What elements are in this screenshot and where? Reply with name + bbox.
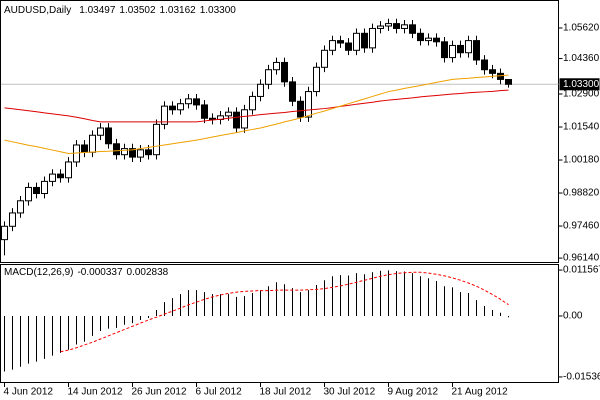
- candle-body: [145, 149, 152, 156]
- candle-body: [177, 103, 184, 111]
- candle-body: [41, 180, 48, 195]
- y-tick-label: 1.01540: [563, 122, 600, 133]
- y-tick-label: 0.97460: [563, 221, 600, 232]
- candle-body: [201, 104, 208, 119]
- moving-average: [4, 89, 509, 123]
- candle-body: [25, 186, 32, 202]
- y-tick-label: -0.01536: [563, 372, 600, 383]
- candle-body: [473, 40, 480, 61]
- candle-body: [377, 25, 384, 29]
- candle-body: [297, 100, 304, 118]
- candle-body: [241, 109, 248, 129]
- candle-body: [185, 98, 192, 105]
- x-tick-label: 30 Jul 2012: [324, 387, 376, 398]
- candle-body: [457, 44, 464, 54]
- candle-body: [89, 134, 96, 153]
- candle-body: [449, 44, 456, 59]
- candle-body: [481, 59, 488, 71]
- signal-line: [60, 271, 509, 353]
- candle-body: [337, 40, 344, 44]
- candle-body: [153, 123, 160, 156]
- y-tick-label: 1.05620: [563, 23, 600, 34]
- candle-body: [257, 83, 264, 97]
- ohlc-open: 1.03497: [79, 5, 116, 16]
- candle-body: [193, 98, 200, 106]
- candle-body: [113, 143, 120, 156]
- candle-body: [1, 225, 8, 241]
- y-tick-label: 0.011567: [563, 265, 600, 276]
- macd-title: MACD(12,26,9): [4, 267, 73, 278]
- x-tick-label: 4 Jun 2012: [4, 387, 54, 398]
- candle-body: [353, 32, 360, 51]
- candle-body: [385, 23, 392, 27]
- ohlc-close: 1.03300: [200, 5, 237, 16]
- x-tick-label: 18 Jul 2012: [260, 387, 312, 398]
- y-tick-label: 1.02900: [563, 89, 600, 100]
- candle-body: [161, 105, 168, 125]
- candle-body: [409, 24, 416, 34]
- candle-body: [433, 37, 440, 43]
- candle-body: [425, 37, 432, 42]
- candle-body: [57, 173, 64, 179]
- candle-body: [369, 27, 376, 49]
- candle-body: [289, 81, 296, 102]
- symbol-title: AUDUSD,Daily: [4, 5, 71, 16]
- x-tick-label: 21 Aug 2012: [452, 387, 509, 398]
- candle-body: [489, 69, 496, 74]
- candle-body: [129, 148, 136, 158]
- candle-body: [65, 161, 72, 179]
- candle-body: [81, 144, 88, 153]
- macd-panel-frame: [0, 264, 559, 383]
- candle-body: [137, 149, 144, 158]
- price-panel-frame: [0, 0, 559, 263]
- candle-body: [249, 95, 256, 111]
- x-tick-label: 14 Jun 2012: [68, 387, 123, 398]
- candle-body: [9, 212, 16, 227]
- ohlc-high: 1.03502: [119, 5, 156, 16]
- candle-body: [305, 91, 312, 118]
- candle-body: [233, 111, 240, 129]
- candle-body: [49, 173, 56, 182]
- candle-body: [33, 186, 40, 195]
- y-tick-label: 0.98820: [563, 188, 600, 199]
- candle-body: [97, 127, 104, 136]
- ohlc-low: 1.03162: [160, 5, 197, 16]
- candle-body: [313, 66, 320, 93]
- candle-body: [417, 32, 424, 42]
- last-price-box: [559, 78, 600, 91]
- candle-body: [121, 148, 128, 156]
- candle-body: [265, 69, 272, 85]
- x-tick-label: 9 Aug 2012: [388, 387, 439, 398]
- moving-average: [4, 74, 509, 154]
- candle-body: [401, 24, 408, 29]
- candle-body: [361, 32, 368, 49]
- candle-body: [17, 200, 24, 214]
- x-tick-label: 6 Jul 2012: [196, 387, 243, 398]
- candle-body: [505, 79, 512, 85]
- candle-body: [465, 40, 472, 54]
- y-tick-label: 0.96140: [563, 253, 600, 264]
- candle-body: [169, 105, 176, 111]
- y-tick-label: 1.00180: [563, 155, 600, 166]
- candle-body: [321, 49, 328, 68]
- macd-header: MACD(12,26,9) -0.000337 0.002838: [4, 267, 169, 278]
- candle-body: [105, 127, 112, 145]
- candle-body: [345, 42, 352, 51]
- y-tick-label: 1.04360: [563, 53, 600, 64]
- macd-value: -0.000337: [77, 267, 122, 278]
- header: AUDUSD,Daily 1.03497 1.03502 1.03162 1.03300: [4, 5, 236, 16]
- signal-value: 0.002838: [127, 267, 169, 278]
- candle-body: [273, 61, 280, 71]
- y-tick-label: 0.00: [563, 311, 583, 322]
- candle-body: [393, 23, 400, 29]
- candle-body: [441, 41, 448, 59]
- x-tick-label: 26 Jun 2012: [132, 387, 187, 398]
- candle-body: [329, 40, 336, 51]
- candle-body: [281, 61, 288, 83]
- last-price-label: 1.03300: [563, 79, 600, 90]
- candle-body: [225, 111, 232, 117]
